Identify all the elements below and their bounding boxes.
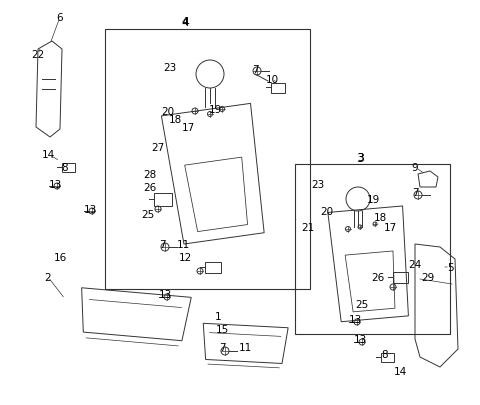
Text: 8: 8 (382, 349, 388, 359)
Text: 3: 3 (357, 153, 363, 162)
Text: 13: 13 (348, 314, 361, 324)
Text: 18: 18 (373, 213, 386, 222)
Text: 29: 29 (421, 272, 434, 282)
Text: 16: 16 (53, 252, 67, 262)
Bar (271, 84, 285, 94)
Text: 2: 2 (45, 272, 51, 282)
Text: 3: 3 (356, 151, 364, 164)
Text: 24: 24 (408, 259, 421, 269)
Text: 12: 12 (179, 252, 192, 262)
Text: 7: 7 (252, 65, 258, 75)
Bar (205, 262, 221, 273)
Text: 13: 13 (84, 205, 96, 215)
Bar (381, 353, 394, 362)
Text: 4: 4 (181, 15, 189, 28)
Text: 23: 23 (163, 63, 177, 73)
Bar (295, 164, 450, 334)
Text: 20: 20 (321, 207, 334, 216)
Text: 1: 1 (215, 311, 221, 321)
Text: 27: 27 (151, 143, 165, 153)
Text: 13: 13 (48, 179, 61, 190)
Text: 17: 17 (384, 222, 396, 232)
Text: 19: 19 (208, 105, 222, 115)
Text: 23: 23 (312, 179, 324, 190)
Text: 7: 7 (412, 188, 418, 198)
Text: 20: 20 (161, 107, 175, 117)
Text: 11: 11 (239, 342, 252, 352)
Text: 13: 13 (353, 334, 367, 344)
Text: 4: 4 (182, 17, 188, 27)
Text: 15: 15 (216, 324, 228, 334)
Text: 7: 7 (219, 342, 225, 352)
Text: 28: 28 (144, 170, 156, 179)
Bar (154, 194, 172, 206)
Text: 21: 21 (301, 222, 314, 232)
Text: 19: 19 (366, 194, 380, 205)
Bar (105, 30, 310, 289)
Text: 6: 6 (57, 13, 63, 23)
Text: 18: 18 (168, 115, 181, 125)
Bar (393, 272, 408, 283)
Text: 17: 17 (181, 123, 194, 133)
Text: 10: 10 (265, 75, 278, 85)
Text: 26: 26 (372, 272, 384, 282)
Text: 8: 8 (62, 162, 68, 173)
Text: 25: 25 (142, 209, 155, 220)
Text: 5: 5 (447, 262, 453, 272)
Text: 9: 9 (412, 162, 418, 173)
Text: 25: 25 (355, 299, 369, 309)
Text: 14: 14 (394, 366, 407, 376)
Text: 26: 26 (144, 183, 156, 192)
Text: 7: 7 (159, 239, 165, 249)
Text: 14: 14 (41, 149, 55, 160)
Text: 11: 11 (176, 239, 190, 249)
Text: 22: 22 (31, 50, 45, 60)
Text: 13: 13 (158, 289, 172, 299)
Bar (62, 164, 75, 173)
